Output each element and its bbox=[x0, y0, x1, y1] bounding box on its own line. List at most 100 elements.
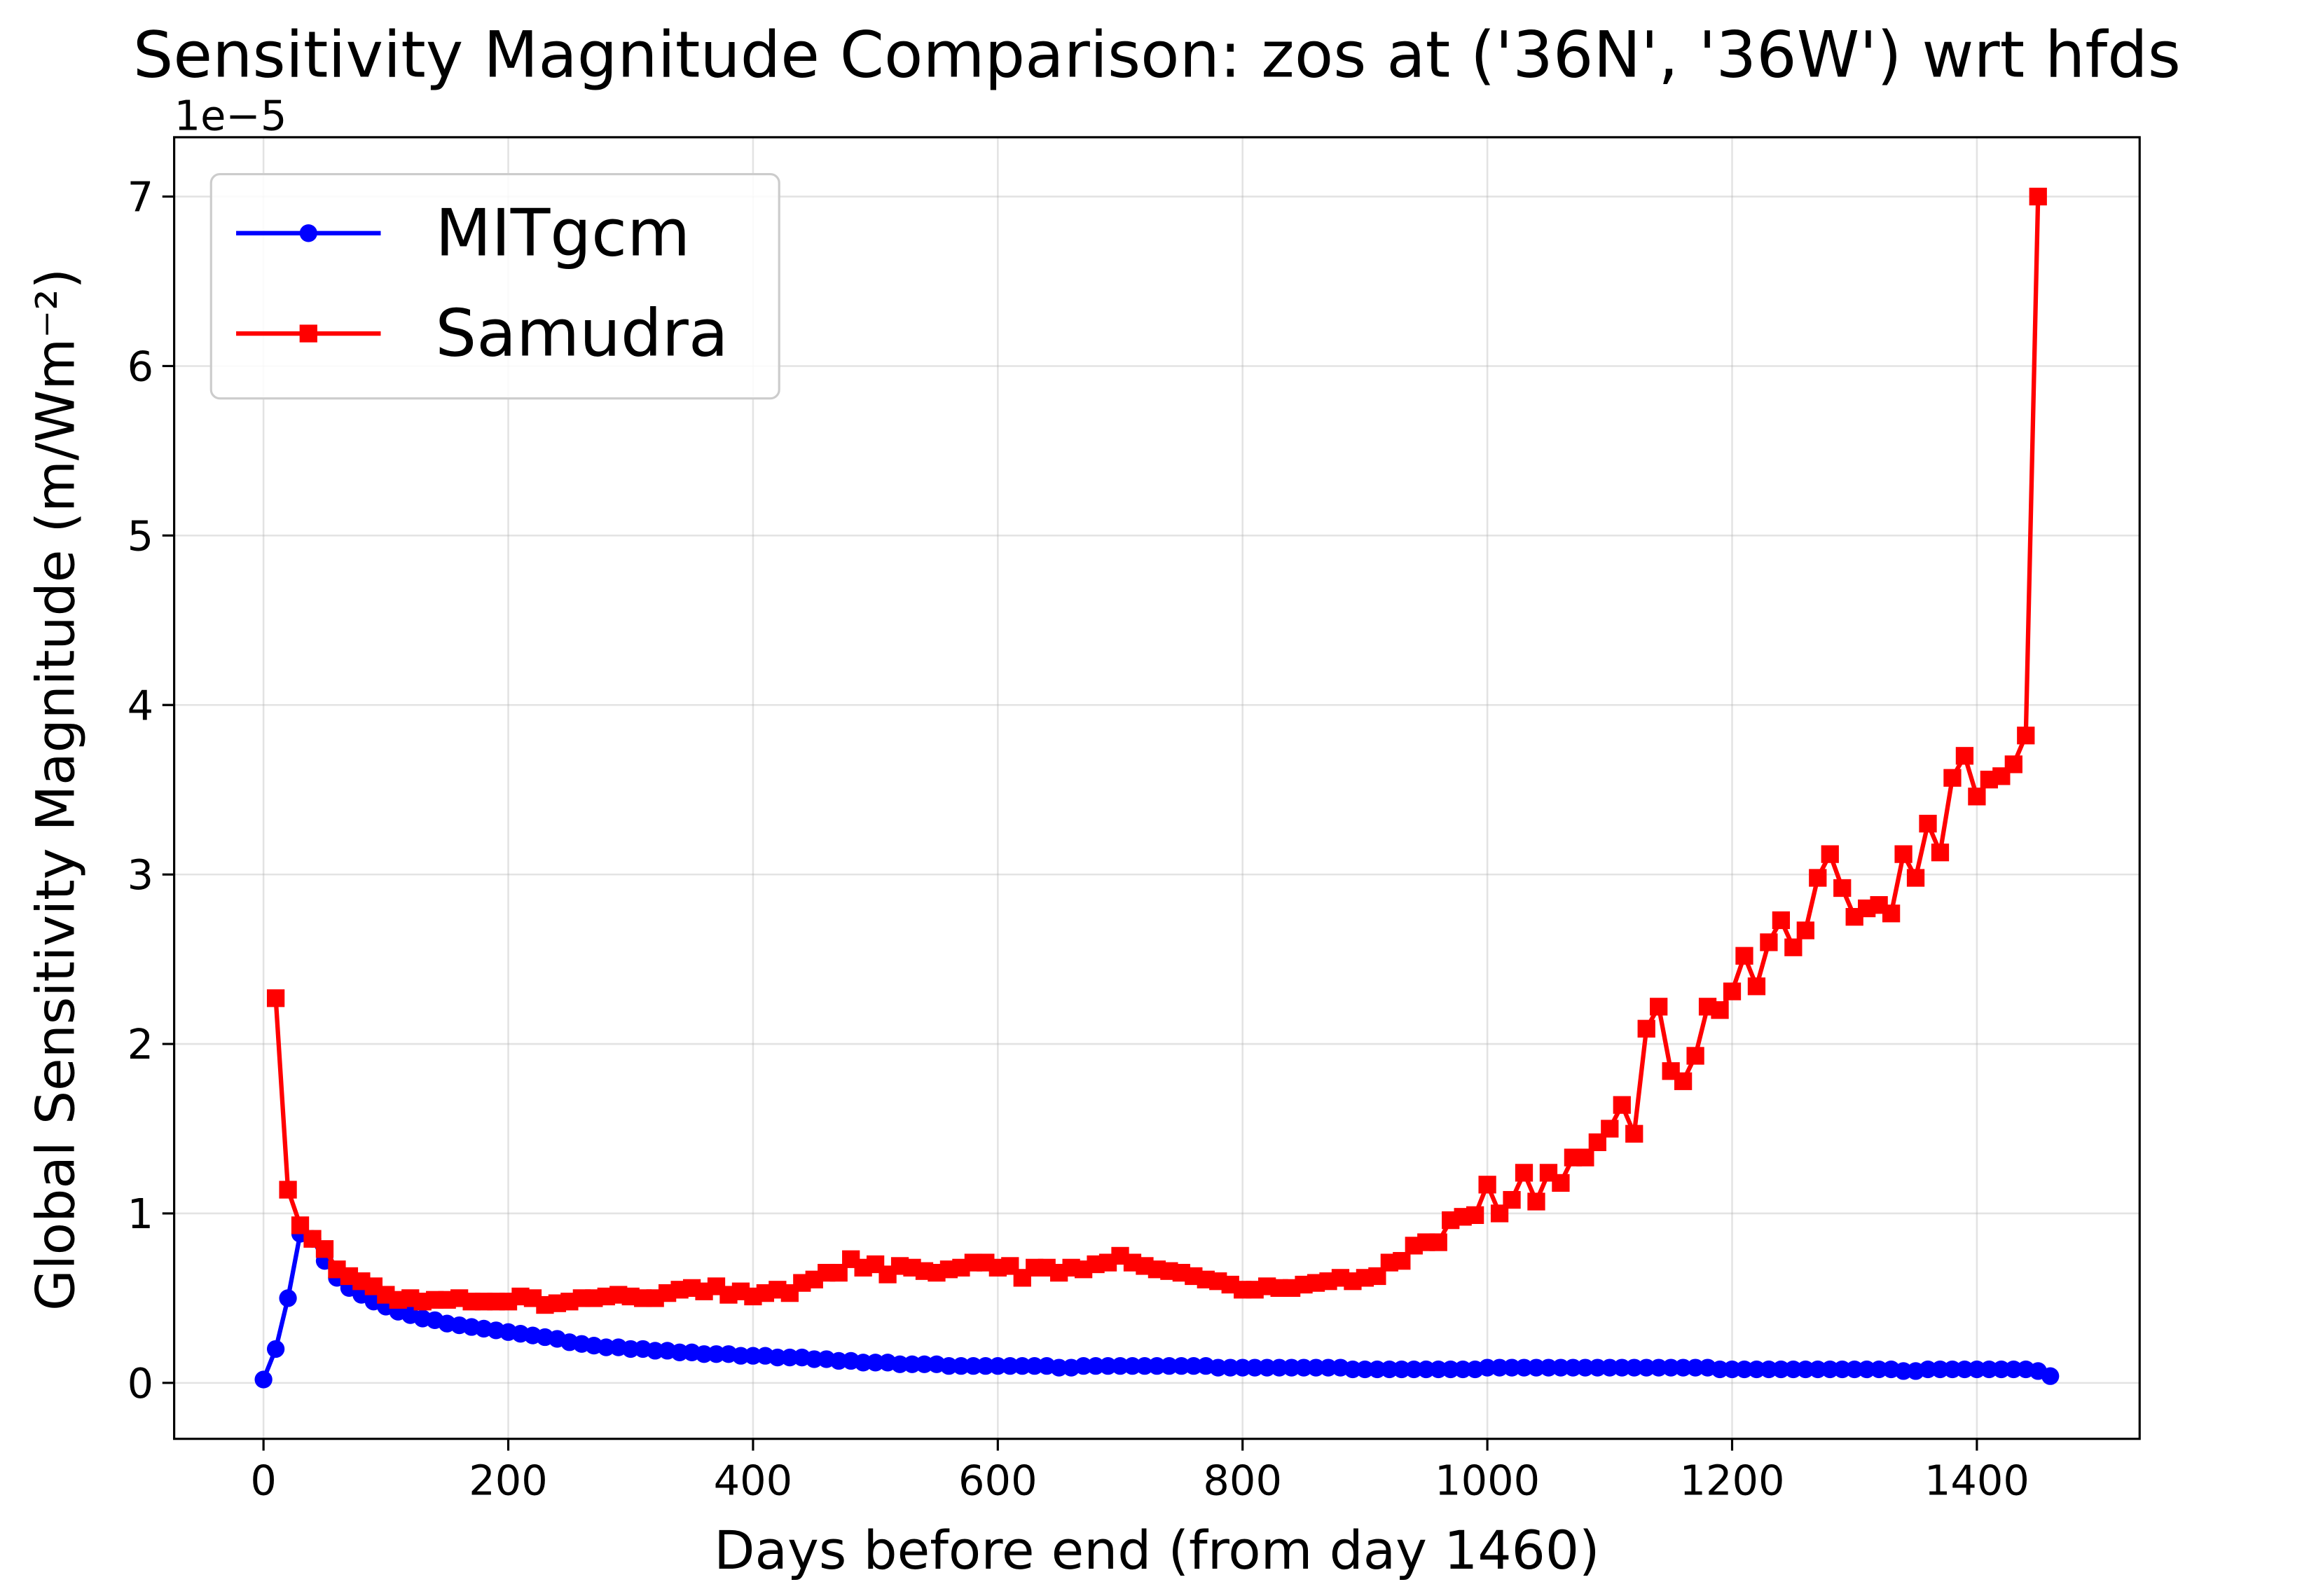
data-point bbox=[1503, 1358, 1521, 1377]
data-point bbox=[1723, 982, 1742, 1000]
data-point bbox=[1185, 1357, 1203, 1375]
x-tick-label: 1400 bbox=[1924, 1457, 2029, 1505]
data-point bbox=[1980, 1360, 1999, 1379]
data-point bbox=[1576, 1358, 1594, 1377]
data-point bbox=[964, 1357, 983, 1375]
data-point bbox=[695, 1345, 713, 1363]
x-tick-label: 800 bbox=[1203, 1457, 1282, 1505]
data-point bbox=[1686, 1047, 1704, 1065]
data-point bbox=[1784, 1360, 1803, 1379]
data-point bbox=[903, 1355, 921, 1373]
data-point bbox=[1429, 1233, 1447, 1251]
data-point bbox=[939, 1357, 958, 1375]
data-point bbox=[1601, 1120, 1619, 1138]
data-point bbox=[1234, 1358, 1252, 1377]
data-point bbox=[1527, 1192, 1545, 1211]
chart-title: Sensitivity Magnitude Comparison: zos at… bbox=[133, 19, 2181, 92]
data-point bbox=[1576, 1148, 1594, 1167]
data-point bbox=[1442, 1360, 1460, 1379]
x-tick-label: 200 bbox=[469, 1457, 548, 1505]
data-point bbox=[1943, 769, 1962, 787]
data-point bbox=[1527, 1358, 1545, 1377]
data-point bbox=[1662, 1358, 1680, 1377]
data-point bbox=[2029, 187, 2047, 206]
data-point bbox=[1087, 1357, 1105, 1375]
data-point bbox=[805, 1350, 823, 1368]
data-point bbox=[854, 1354, 872, 1372]
data-point bbox=[1246, 1358, 1264, 1377]
data-point bbox=[1136, 1357, 1154, 1375]
data-point bbox=[1796, 1360, 1814, 1379]
data-point bbox=[1992, 1360, 2011, 1379]
y-tick-label: 6 bbox=[127, 343, 154, 391]
data-point bbox=[646, 1342, 664, 1360]
data-point bbox=[1539, 1358, 1558, 1377]
data-point bbox=[1809, 1360, 1827, 1379]
data-point bbox=[1650, 1358, 1668, 1377]
data-point bbox=[1711, 1360, 1729, 1379]
data-point bbox=[1735, 947, 1753, 965]
x-axis-label: Days before end (from day 1460) bbox=[714, 1520, 1599, 1581]
data-point bbox=[1147, 1357, 1166, 1375]
data-point bbox=[279, 1289, 297, 1307]
data-point bbox=[1295, 1358, 1313, 1377]
data-point bbox=[744, 1347, 762, 1365]
data-point bbox=[2041, 1367, 2060, 1385]
legend-box bbox=[209, 172, 780, 400]
data-point bbox=[1393, 1252, 1411, 1270]
x-tick-label: 400 bbox=[714, 1457, 793, 1505]
legend-label: MITgcm bbox=[435, 195, 690, 270]
data-point bbox=[1307, 1358, 1325, 1377]
data-point bbox=[1735, 1360, 1753, 1379]
axes: 0 200 400 600 800 1000 1200 1400 0 1 2 3 4 5 6 7 bbox=[127, 173, 2029, 1505]
y-tick-label: 1 bbox=[127, 1190, 154, 1238]
data-point bbox=[1968, 1360, 1986, 1379]
data-point bbox=[2004, 1360, 2022, 1379]
data-point bbox=[1429, 1360, 1447, 1379]
y-tick-label: 3 bbox=[127, 851, 154, 899]
data-point bbox=[1160, 1357, 1178, 1375]
data-point bbox=[1172, 1357, 1191, 1375]
data-point bbox=[829, 1351, 848, 1370]
data-point bbox=[1209, 1358, 1227, 1377]
data-point bbox=[1613, 1096, 1631, 1114]
y-tick-label: 2 bbox=[127, 1020, 154, 1068]
data-point bbox=[1760, 933, 1778, 951]
data-point bbox=[890, 1355, 909, 1373]
data-point bbox=[866, 1354, 885, 1372]
data-point bbox=[1380, 1360, 1398, 1379]
data-point bbox=[1270, 1358, 1288, 1377]
data-point bbox=[977, 1357, 995, 1375]
data-point bbox=[1833, 1360, 1852, 1379]
data-point bbox=[1686, 1358, 1704, 1377]
data-point bbox=[1123, 1357, 1142, 1375]
data-point bbox=[266, 1340, 285, 1358]
plot bbox=[254, 187, 2060, 1389]
data-point bbox=[1625, 1358, 1643, 1377]
data-point bbox=[1931, 1360, 1950, 1379]
data-point bbox=[731, 1347, 750, 1365]
data-point bbox=[1882, 904, 1901, 923]
data-point bbox=[2017, 727, 2035, 745]
x-tick-label: 0 bbox=[250, 1457, 277, 1505]
data-point bbox=[621, 1340, 640, 1358]
data-point bbox=[1723, 1360, 1742, 1379]
y-tick-label: 0 bbox=[127, 1359, 154, 1408]
data-point bbox=[2004, 755, 2022, 773]
data-point bbox=[315, 1240, 334, 1258]
data-point bbox=[1258, 1358, 1276, 1377]
data-point bbox=[1919, 814, 1937, 833]
legend-label: Samudra bbox=[435, 296, 728, 371]
data-point bbox=[1050, 1358, 1068, 1377]
legend: MITgcm Samudra bbox=[209, 172, 780, 400]
y-offset-label: 1e−5 bbox=[174, 91, 287, 139]
data-point bbox=[1490, 1358, 1509, 1377]
data-point bbox=[1515, 1358, 1533, 1377]
data-point bbox=[1772, 911, 1791, 930]
data-point bbox=[1858, 1360, 1876, 1379]
data-point bbox=[1821, 845, 1839, 863]
data-point bbox=[1478, 1176, 1496, 1194]
data-point bbox=[1870, 1360, 1888, 1379]
